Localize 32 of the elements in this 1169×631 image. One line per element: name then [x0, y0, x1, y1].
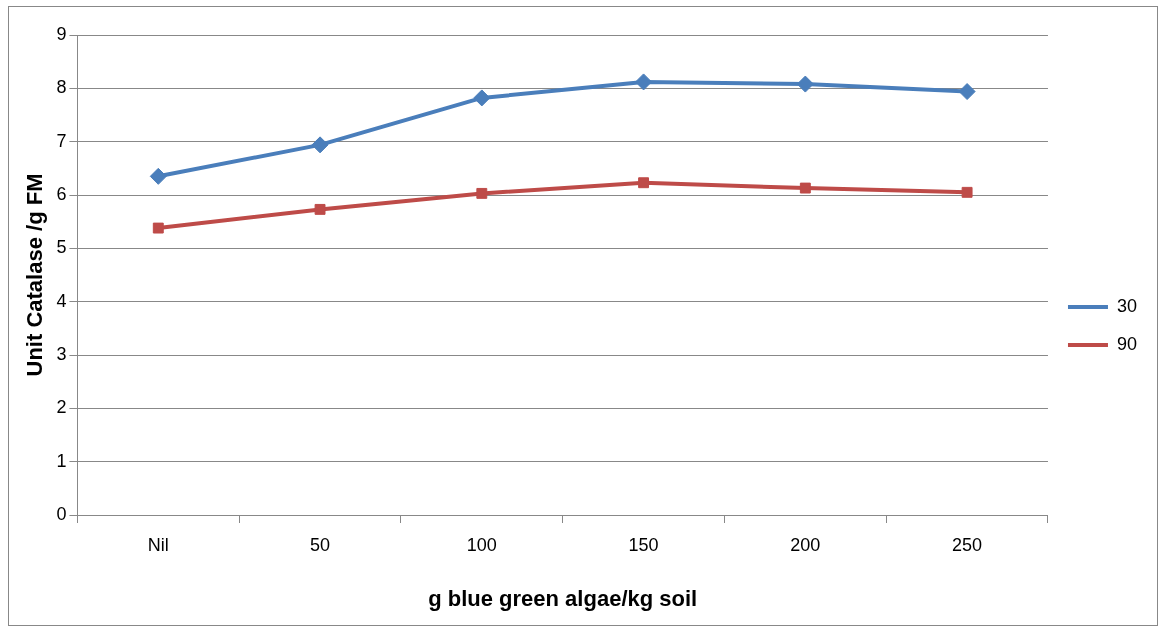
y-tick-label: 5 [56, 237, 67, 258]
y-tick-label: 6 [56, 183, 67, 204]
y-tick-label: 0 [56, 503, 67, 524]
x-tick-label: 150 [628, 534, 659, 555]
point [473, 89, 491, 107]
point [314, 203, 326, 215]
legend-label: 30 [1116, 295, 1138, 316]
y-tick-label: 7 [56, 130, 67, 151]
y-tick-label: 4 [56, 290, 67, 311]
point [311, 136, 329, 154]
point [152, 222, 164, 234]
point [958, 83, 976, 101]
point [635, 73, 653, 91]
y-tick-label: 3 [56, 343, 67, 364]
y-axis-title: Unit Catalase /g FM [22, 173, 48, 377]
legend-label: 90 [1116, 333, 1138, 354]
y-tick-label: 9 [56, 23, 67, 44]
point [476, 187, 488, 199]
point [961, 186, 973, 198]
x-tick-label: 50 [310, 534, 331, 555]
y-tick-label: 8 [56, 77, 67, 98]
point [796, 75, 814, 93]
point [638, 177, 650, 189]
point [799, 182, 811, 194]
point [149, 167, 167, 185]
y-tick-label: 2 [56, 397, 67, 418]
x-tick-label: 200 [790, 534, 821, 555]
x-axis-title: g blue green algae/kg soil [428, 585, 698, 611]
y-tick-label: 1 [56, 450, 67, 471]
x-tick-label: 250 [952, 534, 983, 555]
x-tick-label: Nil [147, 534, 169, 555]
x-tick-label: 100 [466, 534, 497, 555]
